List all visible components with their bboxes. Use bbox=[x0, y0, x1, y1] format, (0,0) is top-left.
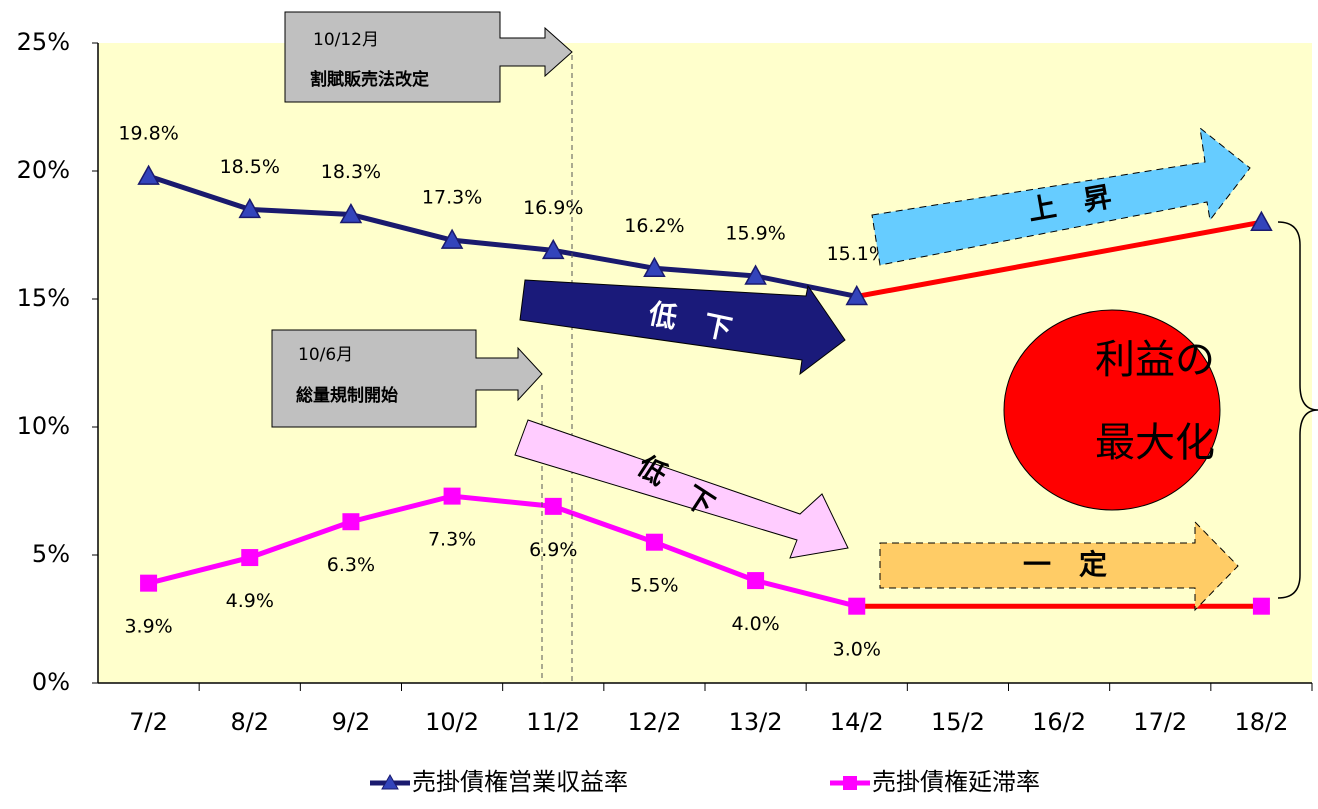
y-tick-label: 20% bbox=[17, 156, 70, 184]
y-tick-label: 0% bbox=[32, 668, 70, 696]
value-label: 4.0% bbox=[731, 613, 779, 635]
y-tick-label: 10% bbox=[17, 412, 70, 440]
x-tick-label: 18/2 bbox=[1234, 708, 1288, 736]
x-tick-label: 15/2 bbox=[931, 708, 985, 736]
marker bbox=[744, 264, 767, 285]
marker bbox=[848, 597, 866, 615]
value-label: 7.3% bbox=[428, 529, 476, 551]
x-tick-label: 16/2 bbox=[1032, 708, 1086, 736]
x-tick-label: 9/2 bbox=[332, 708, 371, 736]
marker bbox=[845, 284, 869, 306]
y-tick-label: 5% bbox=[32, 540, 70, 568]
legend-label: 売掛債権延滞率 bbox=[872, 768, 1040, 796]
value-label: 4.9% bbox=[226, 590, 274, 612]
marker bbox=[137, 164, 160, 185]
marker bbox=[1250, 210, 1273, 231]
legend-marker bbox=[843, 776, 857, 790]
note-box bbox=[271, 329, 543, 428]
value-label: 3.9% bbox=[124, 616, 172, 638]
note-label: 総量規制開始 bbox=[296, 385, 398, 406]
arrow-label: 一 定 bbox=[1023, 548, 1107, 581]
x-tick-label: 12/2 bbox=[627, 708, 681, 736]
legend-marker bbox=[381, 773, 399, 790]
y-tick-label: 25% bbox=[17, 28, 70, 56]
marker bbox=[241, 549, 259, 567]
value-label: 17.3% bbox=[422, 187, 482, 209]
x-tick-label: 10/2 bbox=[425, 708, 479, 736]
decline-arrow bbox=[514, 419, 849, 559]
x-tick-label: 13/2 bbox=[729, 708, 783, 736]
legend-label: 売掛債権営業収益率 bbox=[412, 768, 628, 796]
value-label: 3.0% bbox=[833, 639, 881, 661]
marker bbox=[643, 256, 666, 278]
x-tick-label: 8/2 bbox=[230, 708, 269, 736]
value-label: 18.5% bbox=[220, 156, 280, 178]
marker bbox=[541, 238, 565, 260]
value-label: 6.9% bbox=[529, 539, 577, 561]
note-box bbox=[284, 11, 573, 103]
result-label: 利益の bbox=[1095, 337, 1215, 383]
decline-arrow bbox=[519, 279, 846, 376]
value-label: 6.3% bbox=[327, 554, 375, 576]
value-label: 18.3% bbox=[321, 161, 381, 183]
rise-arrow bbox=[871, 126, 1251, 266]
result-label: 最大化 bbox=[1095, 420, 1215, 466]
value-label: 5.5% bbox=[630, 575, 678, 597]
marker bbox=[140, 574, 158, 592]
x-tick-label: 14/2 bbox=[830, 708, 884, 736]
marker bbox=[339, 202, 363, 224]
value-label: 15.1% bbox=[827, 243, 887, 265]
series-line bbox=[147, 173, 858, 299]
value-label: 16.9% bbox=[523, 197, 583, 219]
note-date: 10/6月 bbox=[298, 345, 353, 365]
marker bbox=[440, 228, 464, 249]
x-tick-label: 17/2 bbox=[1133, 708, 1187, 736]
value-label: 16.2% bbox=[624, 215, 684, 237]
x-tick-label: 11/2 bbox=[526, 708, 580, 736]
projection-line bbox=[856, 219, 1262, 299]
brace bbox=[1277, 221, 1318, 599]
marker bbox=[443, 487, 461, 505]
marker bbox=[238, 197, 262, 219]
marker bbox=[342, 513, 360, 531]
marker bbox=[645, 533, 663, 551]
series-line bbox=[147, 493, 858, 609]
value-label: 15.9% bbox=[725, 222, 785, 244]
value-label: 19.8% bbox=[118, 123, 178, 145]
marker bbox=[544, 497, 562, 515]
marker bbox=[747, 572, 765, 590]
note-label: 割賦販売法改定 bbox=[310, 69, 429, 90]
result-ellipse bbox=[1003, 309, 1221, 511]
y-tick-label: 15% bbox=[17, 284, 70, 312]
note-date: 10/12月 bbox=[313, 30, 379, 50]
marker bbox=[1252, 597, 1270, 615]
flat-arrow bbox=[879, 520, 1239, 612]
x-tick-label: 7/2 bbox=[129, 708, 168, 736]
